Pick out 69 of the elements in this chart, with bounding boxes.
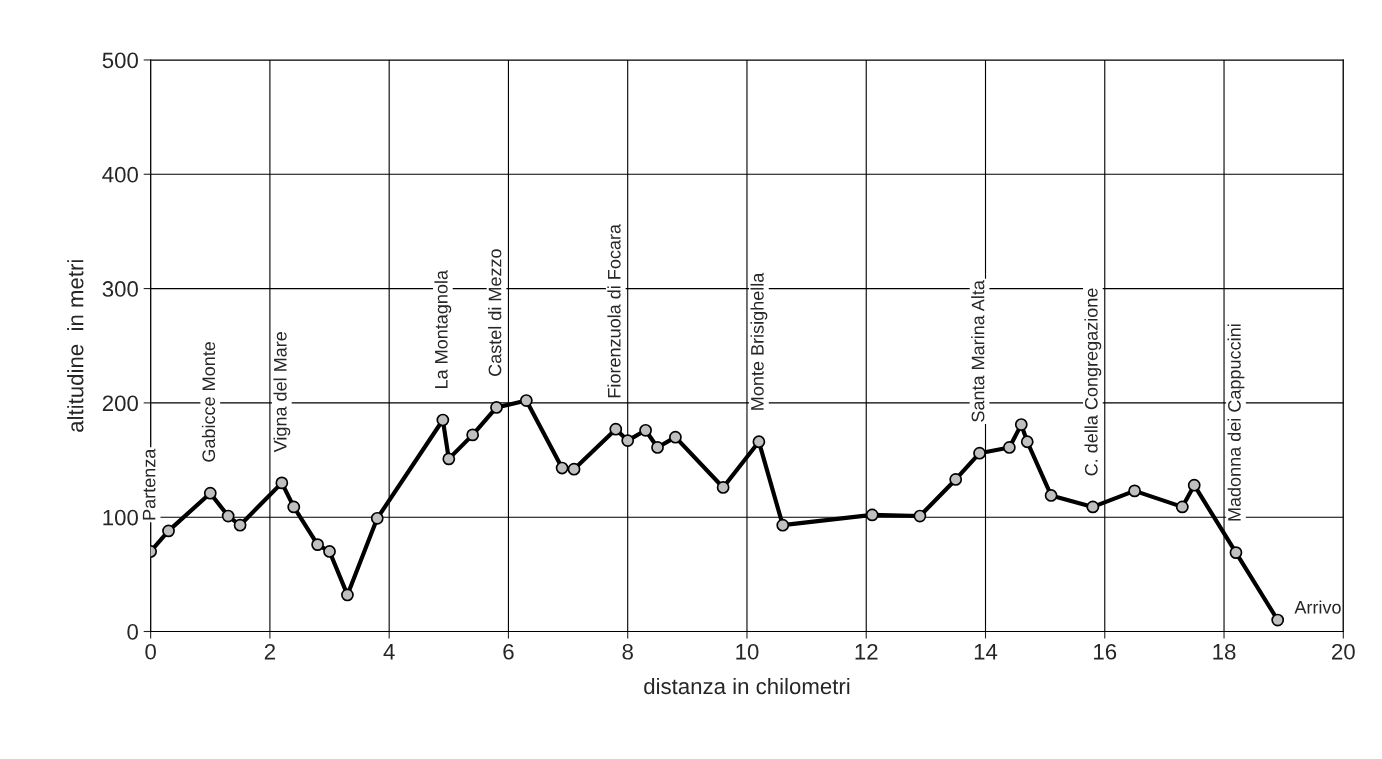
x-axis-title: distanza in chilometri bbox=[644, 677, 850, 695]
point bbox=[221, 509, 235, 523]
y-axis-title: altitudine in metri bbox=[67, 260, 84, 432]
point bbox=[567, 462, 581, 476]
point bbox=[1044, 489, 1058, 502]
point bbox=[913, 509, 927, 523]
point bbox=[1002, 441, 1016, 454]
point bbox=[490, 401, 503, 414]
point bbox=[1020, 435, 1034, 449]
annotation: Castel di Mezzo bbox=[488, 249, 502, 376]
point bbox=[752, 435, 766, 449]
x-tick-label: 2 bbox=[264, 643, 275, 660]
point bbox=[162, 524, 175, 538]
point bbox=[203, 486, 217, 500]
point bbox=[555, 461, 569, 475]
point bbox=[1187, 478, 1201, 492]
y-tick-label: 100 bbox=[103, 509, 138, 526]
y-tick-label: 300 bbox=[102, 281, 138, 297]
x-tick-label: 20 bbox=[1332, 643, 1355, 660]
x-tick-label: 0 bbox=[145, 643, 156, 660]
y-tick-label: 0 bbox=[127, 624, 138, 640]
point bbox=[669, 430, 682, 444]
point bbox=[949, 473, 963, 486]
point bbox=[519, 394, 533, 407]
point bbox=[1128, 484, 1141, 498]
point bbox=[323, 545, 336, 558]
x-tick-label: 4 bbox=[383, 644, 395, 660]
x-tick-label: 14 bbox=[974, 644, 998, 660]
annotation: La Montagnola bbox=[434, 270, 452, 388]
point bbox=[1014, 418, 1028, 431]
point bbox=[311, 538, 325, 552]
point bbox=[341, 588, 354, 602]
annotation: Fiorenzuola di Focara bbox=[607, 223, 621, 398]
annotation: Madonna dei Cappuccini bbox=[1227, 324, 1245, 521]
annotation: Vigna del Mare bbox=[273, 332, 291, 453]
y-tick-label: 500 bbox=[102, 52, 138, 69]
point bbox=[973, 446, 986, 460]
point bbox=[609, 422, 623, 436]
point bbox=[275, 476, 289, 490]
x-tick-label: 16 bbox=[1094, 643, 1117, 660]
point bbox=[1175, 500, 1189, 514]
point bbox=[287, 500, 301, 514]
x-tick-label: 8 bbox=[622, 643, 633, 660]
point bbox=[1086, 500, 1100, 514]
annotation: C. della Congregazione bbox=[1084, 288, 1102, 476]
point bbox=[865, 508, 879, 522]
x-tick-label: 18 bbox=[1213, 643, 1236, 660]
point bbox=[233, 518, 247, 532]
annotation: Monte Brisighella bbox=[750, 272, 768, 410]
y-tick-label: 400 bbox=[102, 166, 138, 183]
annotation: Santa Marina Alta bbox=[971, 280, 985, 422]
point bbox=[716, 481, 730, 494]
point bbox=[436, 413, 450, 427]
point bbox=[776, 518, 790, 532]
point bbox=[651, 441, 664, 454]
x-tick-label: 12 bbox=[855, 643, 878, 660]
annotation: Partenza bbox=[142, 448, 156, 520]
point bbox=[466, 428, 480, 442]
point bbox=[1229, 546, 1243, 560]
point bbox=[621, 434, 635, 447]
point bbox=[370, 511, 384, 525]
annotation: Arrivo bbox=[1294, 600, 1341, 614]
annotation: Gabicce Monte bbox=[201, 341, 216, 462]
x-tick-label: 6 bbox=[503, 643, 514, 660]
y-tick-label: 200 bbox=[102, 395, 138, 412]
point bbox=[442, 452, 456, 466]
x-tick-label: 10 bbox=[736, 643, 759, 660]
point bbox=[1271, 613, 1285, 627]
point bbox=[639, 423, 652, 437]
